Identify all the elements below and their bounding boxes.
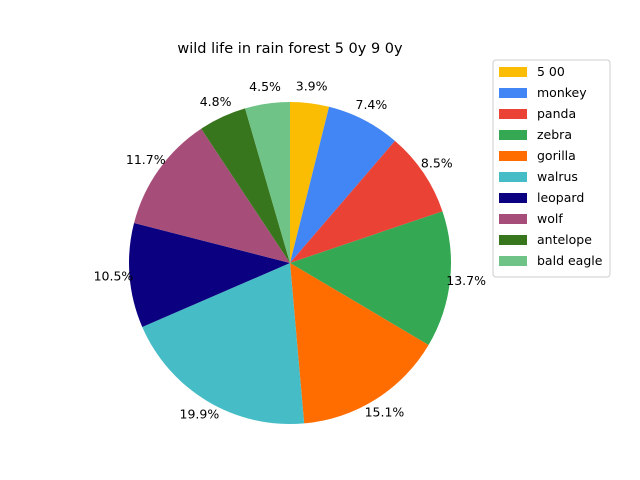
pie-slice-panda xyxy=(290,140,443,263)
legend-swatch xyxy=(499,130,527,140)
legend-label: wolf xyxy=(537,211,563,226)
pie-percent-label: 19.9% xyxy=(180,407,220,422)
pie-percent-label: 4.5% xyxy=(249,79,281,94)
legend-swatch xyxy=(499,67,527,77)
pie-percent-label: 10.5% xyxy=(94,268,134,283)
legend-label: bald eagle xyxy=(537,253,603,268)
legend-swatch xyxy=(499,109,527,119)
legend-label: 5 00 xyxy=(537,64,565,79)
pie-slice-zebra xyxy=(290,211,451,345)
legend-label: zebra xyxy=(537,127,572,142)
pie-percent-label: 11.7% xyxy=(126,152,166,167)
legend-swatch xyxy=(499,193,527,203)
legend-swatch xyxy=(499,88,527,98)
legend-label: gorilla xyxy=(537,148,576,163)
pie-percent-label: 13.7% xyxy=(446,273,486,288)
chart-title: wild life in rain forest 5 0y 9 0y xyxy=(177,41,403,57)
pie-percent-label: 15.1% xyxy=(365,404,405,419)
legend-label: antelope xyxy=(537,232,592,247)
legend-swatch xyxy=(499,256,527,266)
pie-slice-monkey xyxy=(290,106,395,263)
pie-slices xyxy=(129,102,451,424)
pie-percent-labels: 3.9% 7.4% 8.5% 13.7% 15.1% 19.9% 10.5% 11.7% 4.8… xyxy=(94,79,487,422)
legend-swatch xyxy=(499,151,527,161)
legend-label: monkey xyxy=(537,85,587,100)
pie-slice-antelope xyxy=(201,108,290,263)
pie-percent-label: 4.8% xyxy=(200,94,232,109)
pie-slice-wolf xyxy=(134,128,290,263)
pie-slice-walrus xyxy=(142,263,305,424)
pie-slice-leopard xyxy=(129,222,290,327)
pie-percent-label: 8.5% xyxy=(421,155,453,170)
legend-label: walrus xyxy=(537,169,578,184)
legend-swatch xyxy=(499,172,527,182)
legend: 5 00 monkey panda zebra gorilla walrus leopard… xyxy=(492,59,611,278)
legend-label: leopard xyxy=(537,190,584,205)
pie-slice-5-00 xyxy=(290,102,330,263)
pie-slice-gorilla xyxy=(290,263,429,424)
pie-percent-label: 7.4% xyxy=(356,97,388,112)
pie-slice-bald-eagle xyxy=(245,102,290,263)
legend-swatch xyxy=(499,235,527,245)
legend-label: panda xyxy=(537,106,576,121)
legend-swatch xyxy=(499,214,527,224)
pie-percent-label: 3.9% xyxy=(296,79,328,94)
